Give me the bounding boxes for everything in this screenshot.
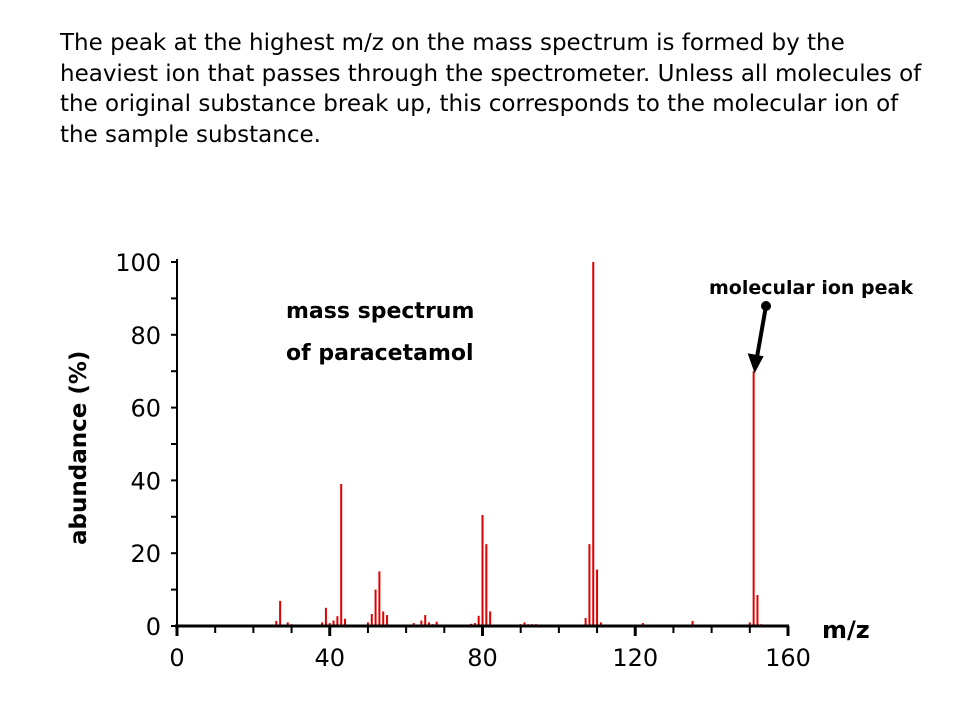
y-axis-label: abundance (%) <box>66 351 92 545</box>
y-tick-label: 60 <box>130 395 161 423</box>
chart-title-line1: mass spectrum <box>286 299 474 324</box>
y-tick-label: 80 <box>130 322 161 350</box>
chart-title-line2: of paracetamol <box>286 341 474 366</box>
description-paragraph: The peak at the highest m/z on the mass … <box>60 30 922 148</box>
x-tick-label: 160 <box>765 644 811 672</box>
x-tick-label: 0 <box>169 644 184 672</box>
y-tick-label: 0 <box>146 613 161 641</box>
annotation-arrowhead-icon <box>747 353 764 374</box>
x-axis-label: m/z <box>822 616 870 644</box>
annotation-arrow-shaft <box>754 305 768 360</box>
x-tick-label: 40 <box>314 644 345 672</box>
y-tick-label: 100 <box>115 249 161 277</box>
y-tick-label: 40 <box>130 467 161 495</box>
annotation-label: molecular ion peak <box>709 277 913 299</box>
y-tick-label: 20 <box>130 540 161 568</box>
x-tick-label: 80 <box>467 644 498 672</box>
x-tick-label: 120 <box>612 644 658 672</box>
